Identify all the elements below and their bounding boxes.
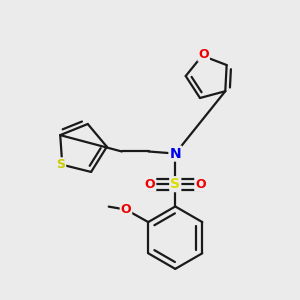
Text: O: O [195,178,206,191]
Text: O: O [198,48,209,61]
Text: N: N [169,147,181,160]
Text: S: S [56,158,65,171]
Text: O: O [145,178,155,191]
Text: S: S [170,177,180,191]
Text: O: O [121,203,131,216]
